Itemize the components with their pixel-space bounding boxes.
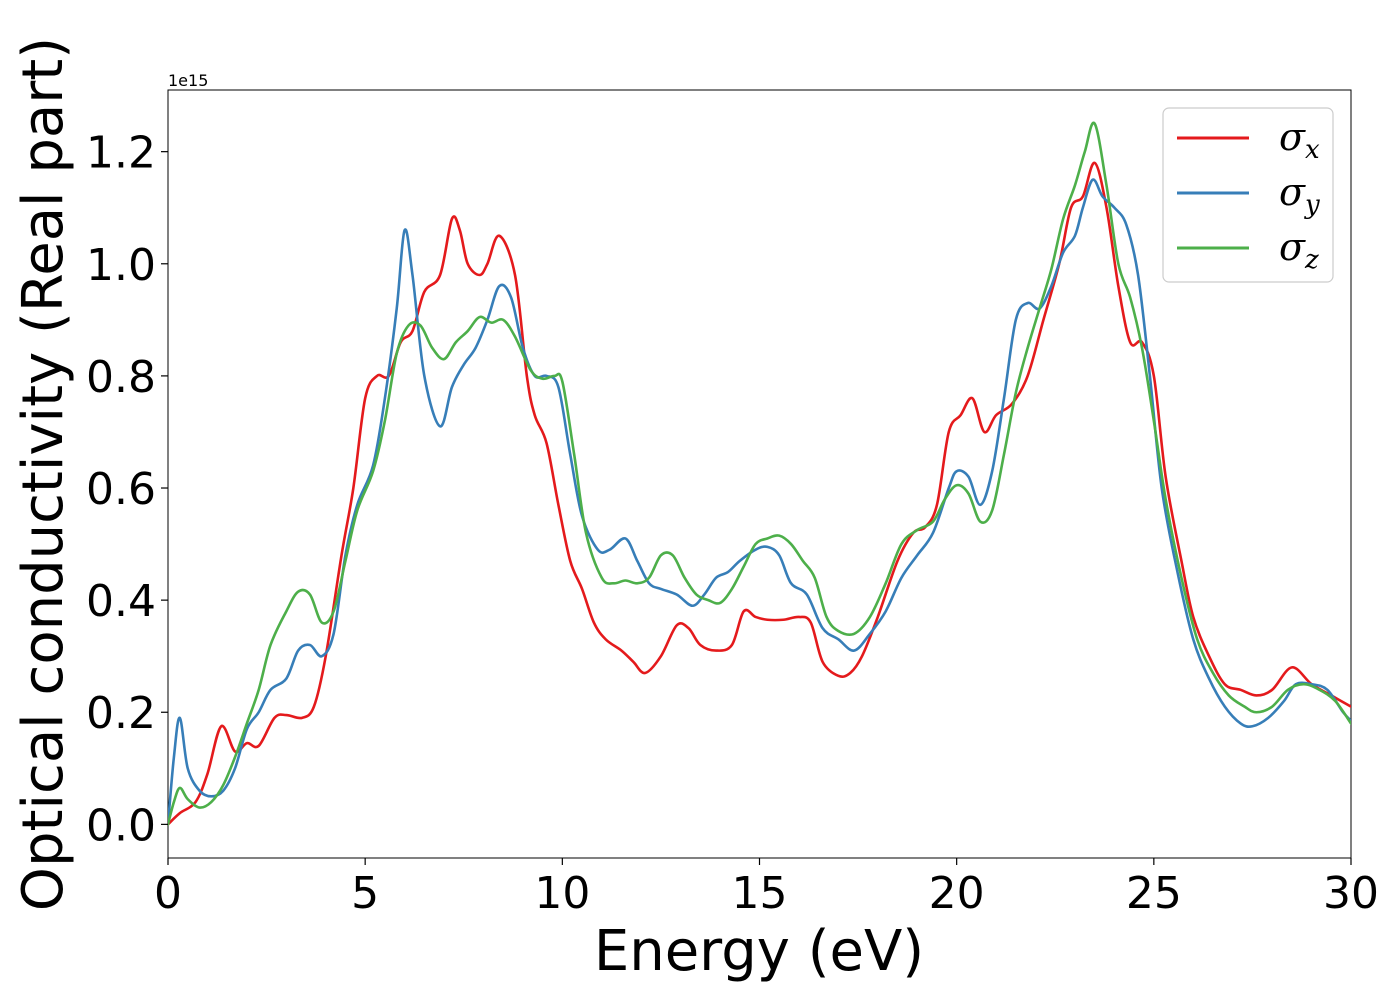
y-tick-label: 0.6 xyxy=(86,464,156,515)
y-tick-label: 1.0 xyxy=(86,240,156,291)
y-tick-label: 0.4 xyxy=(86,576,156,627)
y-tick-label: 0.0 xyxy=(86,800,156,851)
x-tick-label: 20 xyxy=(929,868,985,919)
x-tick-label: 10 xyxy=(534,868,590,919)
x-tick-label: 5 xyxy=(351,868,379,919)
series-line-sigma-x xyxy=(168,161,1351,826)
x-tick-label: 15 xyxy=(732,868,788,919)
x-axis-title: Energy (eV) xyxy=(594,919,924,984)
legend-box xyxy=(1162,107,1334,283)
series-layer xyxy=(168,121,1351,826)
y-tick-label: 1.2 xyxy=(86,128,156,179)
y-axis-title: Optical conductivity (Real part) xyxy=(11,37,76,911)
x-tick-label: 30 xyxy=(1323,868,1379,919)
y-tick-label: 0.2 xyxy=(86,688,156,739)
series-line-sigma-z xyxy=(168,121,1351,826)
y-axis-ticks: 0.0 0.2 0.4 0.6 0.8 1.0 1.2 xyxy=(86,128,168,851)
y-offset-text: 1e15 xyxy=(168,71,208,90)
x-axis-ticks: 0 5 10 15 20 25 30 xyxy=(154,858,1379,919)
y-tick-label: 0.8 xyxy=(86,352,156,403)
x-tick-label: 25 xyxy=(1126,868,1182,919)
x-tick-label: 0 xyxy=(154,868,182,919)
